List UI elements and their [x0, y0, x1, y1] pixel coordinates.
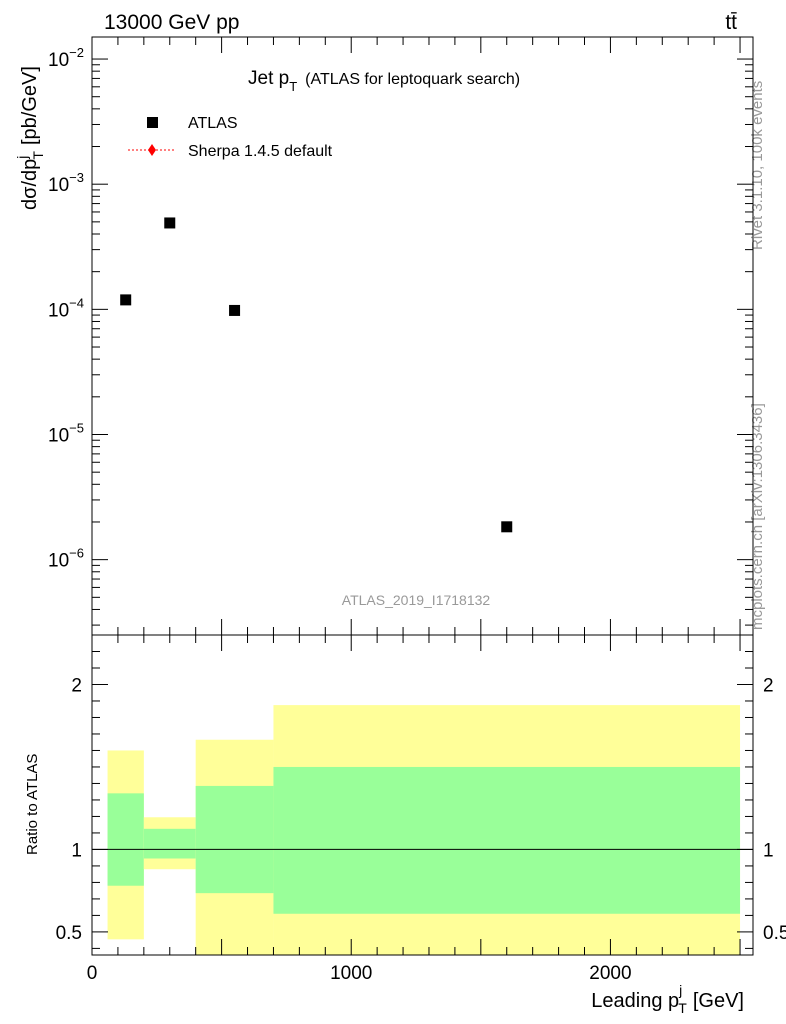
xaxis-label-text: Leading p [591, 990, 679, 1012]
main-ylabel-sub: T [30, 151, 46, 160]
atlas-data-point-0 [120, 294, 132, 306]
ratio-frame [91, 634, 754, 956]
xaxis-label-sub: T [678, 1000, 687, 1016]
chart-title-suffix: (ATLAS for leptoquark search) [305, 71, 520, 88]
main-ytick-base: 10 [48, 50, 69, 71]
atlas-data-point-1 [164, 217, 176, 229]
xaxis-label-sup: j [678, 982, 682, 998]
xtick-label-2: 2000 [589, 963, 631, 984]
ratio-ytick-label-left-0: 0.5 [56, 923, 82, 944]
main-ytick-exp: −3 [69, 170, 84, 185]
main-data-points [120, 217, 513, 533]
main-ytick-base: 10 [48, 175, 69, 196]
main-ytick-label-0: 10−2 [48, 45, 84, 71]
legend-sherpa-marker [148, 144, 156, 156]
main-ylabel-text: dσ/dp [19, 159, 41, 210]
main-ylabel: dσ/dpjT [pb/GeV] [14, 66, 46, 210]
ratio-ytick-label-left-1: 1 [71, 840, 82, 861]
process-label: tt̄ [725, 11, 737, 34]
ratio-stat-band-2 [195, 785, 274, 894]
chart-title-sub: T [289, 79, 297, 94]
ratio-stat-band-3 [273, 766, 741, 914]
main-ytick-label-3: 10−5 [48, 420, 84, 446]
legend-atlas-marker [147, 117, 158, 128]
xaxis-label-unit: [GeV] [693, 990, 744, 1012]
main-ylabel-sup: j [14, 156, 30, 160]
ratio-ytick-label-right-1: 1 [763, 840, 774, 861]
ratio-ylabel: Ratio to ATLAS [24, 754, 41, 855]
ratio-stat-band-1 [143, 828, 196, 859]
ratio-ytick-label-left-2: 2 [71, 675, 82, 696]
main-ytick-label-4: 10−6 [48, 546, 84, 572]
ratio-ytick-label-right-2: 2 [763, 675, 774, 696]
main-ytick-base: 10 [48, 551, 69, 572]
main-ylabel-unit: [pb/GeV] [19, 66, 41, 145]
energy-label: 13000 GeV pp [104, 11, 239, 34]
main-ytick-label-2: 10−4 [48, 295, 84, 321]
atlas-data-point-3 [501, 521, 513, 533]
ratio-bands [107, 705, 741, 955]
xtick-label-1: 1000 [330, 963, 372, 984]
mcplots-label: mcplots.cern.ch [arXiv:1306.3436] [749, 403, 766, 630]
rivet-label: Rivet 3.1.10, 100k events [749, 81, 766, 250]
main-ytick-base: 10 [48, 300, 69, 321]
main-ytick-exp: −2 [69, 45, 84, 60]
main-ytick-exp: −5 [69, 420, 84, 435]
atlas-data-point-2 [229, 304, 241, 316]
legend-sherpa-label: Sherpa 1.4.5 default [188, 143, 333, 160]
xaxis-label: Leading pj T [GeV] [591, 982, 744, 1016]
main-axes: 10−210−310−410−510−6 [48, 36, 754, 636]
main-ytick-exp: −4 [69, 295, 84, 310]
ratio-axes: 0.5 0.5 1 1 2 2 0 1000 2000 [56, 634, 786, 984]
chart-title: Jet pT (ATLAS for leptoquark search) [248, 68, 520, 94]
ratio-stat-band-0 [107, 793, 144, 886]
chart-title-main: Jet p [248, 68, 289, 89]
main-ytick-label-1: 10−3 [48, 170, 84, 196]
analysis-watermark: ATLAS_2019_I1718132 [342, 592, 491, 608]
main-ytick-base: 10 [48, 425, 69, 446]
legend-atlas-label: ATLAS [188, 115, 238, 132]
ratio-ytick-label-right-0: 0.5 [763, 923, 786, 944]
main-ytick-exp: −6 [69, 546, 84, 561]
xtick-label-0: 0 [87, 963, 98, 984]
